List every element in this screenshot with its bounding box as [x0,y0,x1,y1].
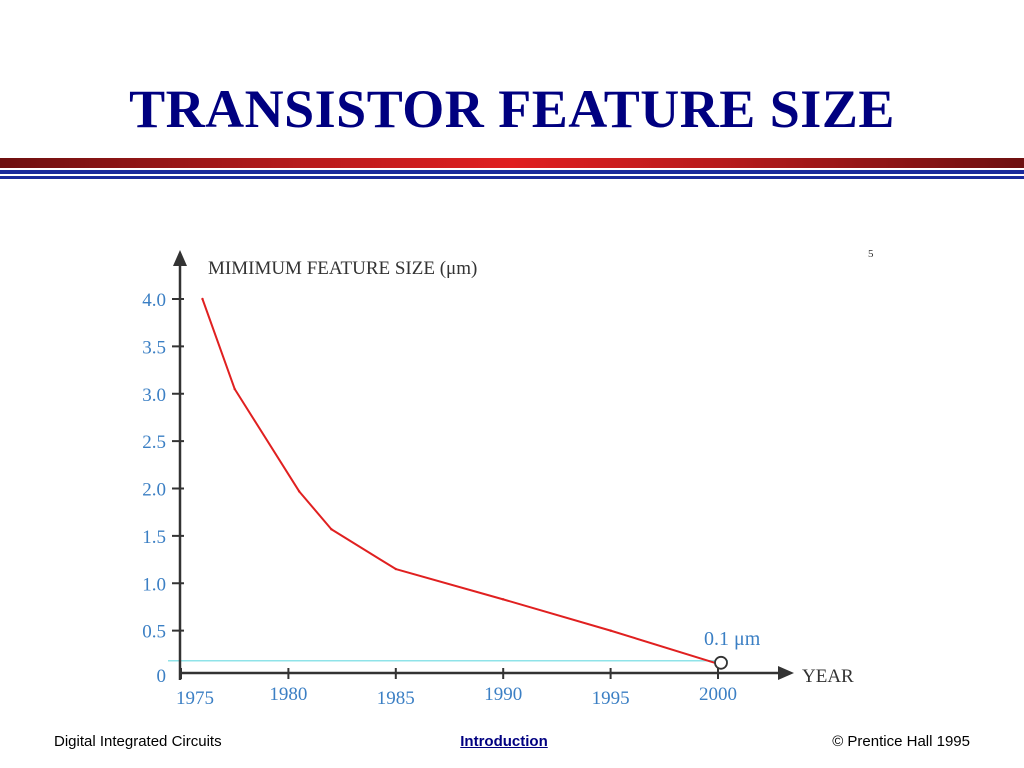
feature-size-curve [201,298,719,665]
y-tick-label: 0.5 [142,622,166,643]
y-axis-title: MIMIMUM FEATURE SIZE (μm) [208,258,477,279]
title-divider-blue-bottom [0,176,1024,179]
title-divider-red [0,158,1024,168]
data-point [394,567,397,571]
x-tick-label: 1990 [484,684,522,705]
y-tick-label: 2.0 [142,480,166,501]
x-tick-label: 1995 [592,688,630,709]
x-tick-label: 1980 [269,684,307,705]
x-tick-label: 1975 [176,688,214,709]
data-point [297,490,301,493]
footer-course-title: Digital Integrated Circuits [54,733,222,750]
x-tick-label: 2000 [699,684,737,705]
slide-title: TRANSISTOR FEATURE SIZE [129,79,895,139]
end-point-marker [714,655,728,670]
title-divider-blue-top [0,170,1024,174]
page-marker: 5 [868,248,874,260]
data-point [502,598,505,601]
y-tick-label: 0 [157,666,167,687]
x-axis-arrow [778,666,794,680]
y-tick-label: 3.5 [142,337,166,358]
x-tick-label: 1985 [377,688,415,709]
y-tick-label: 1.0 [142,574,166,595]
data-point [609,629,612,632]
y-tick-label: 1.5 [142,527,166,548]
end-value-annotation: 0.1 μm [704,628,761,650]
footer-section-link[interactable]: Introduction [460,733,548,750]
data-point [201,297,204,301]
data-point [233,387,236,391]
footer-copyright: © Prentice Hall 1995 [832,733,970,750]
y-tick-label: 4.0 [142,290,166,311]
x-axis-title: YEAR [802,666,854,687]
data-point [330,528,333,531]
y-tick-label: 3.0 [142,385,166,406]
y-axis-arrow [173,250,187,266]
y-tick-label: 2.5 [142,432,166,453]
